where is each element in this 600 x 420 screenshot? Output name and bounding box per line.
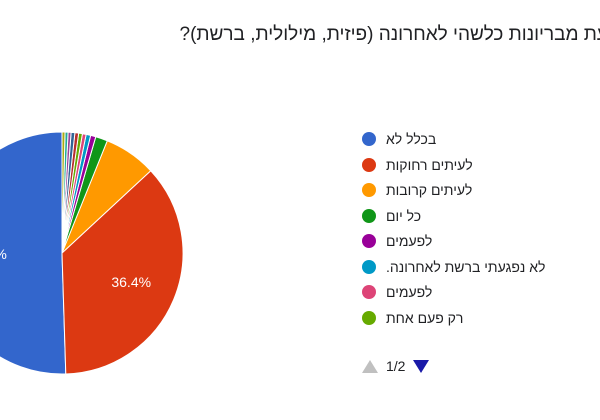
- triangle-up-icon: [362, 359, 378, 373]
- triangle-down-icon[interactable]: [413, 359, 430, 373]
- legend-item-1: בכלל לא: [362, 130, 436, 148]
- legend-label-4: כל יום: [386, 207, 422, 224]
- pie-slice-13: [61, 131, 66, 254]
- legend-label-6: לא נפגעתי ברשת לאחרונה.: [386, 258, 546, 275]
- legend-item-5: לפעמים: [362, 232, 432, 250]
- question-title: עת מבריונות כלשהי לאחרונה (פיזית, מילולי…: [179, 24, 600, 45]
- legend-swatch-3: [362, 183, 376, 197]
- legend-item-6: לא נפגעתי ברשת לאחרונה.: [362, 258, 545, 276]
- legend-item-7: לפעמים: [362, 283, 432, 301]
- legend-label-2: לעיתים רחוקות: [386, 156, 473, 173]
- legend-swatch-2: [362, 157, 376, 172]
- slice-label-2: 36.4%: [111, 274, 151, 290]
- legend-item-4: כל יום: [362, 207, 421, 225]
- legend-swatch-1: [362, 132, 376, 146]
- legend-item-8: רק פעם אחת: [362, 309, 463, 327]
- legend-label-5: לפעמים: [386, 233, 433, 249]
- legend-swatch-5: [362, 234, 376, 248]
- legend-label-8: רק פעם אחת: [386, 309, 464, 326]
- slice-label-1: 50.5%: [0, 246, 7, 262]
- legend-swatch-6: [362, 259, 376, 274]
- legend-item-3: לעיתים קרובות: [362, 181, 472, 199]
- legend-swatch-4: [362, 208, 376, 223]
- legend-label-7: לפעמים: [386, 284, 433, 300]
- pie-slice-1: [0, 131, 67, 375]
- legend-item-2: לעיתים רחוקות: [362, 156, 473, 174]
- legend-pager: 1/2: [362, 358, 430, 374]
- legend-swatch-8: [362, 310, 376, 325]
- legend-swatch-7: [362, 285, 376, 299]
- pager-text: 1/2: [386, 358, 406, 374]
- pie-slice-2: [61, 170, 184, 375]
- legend-label-3: לעיתים קרובות: [386, 182, 473, 198]
- legend-label-1: בכלל לא: [386, 131, 437, 147]
